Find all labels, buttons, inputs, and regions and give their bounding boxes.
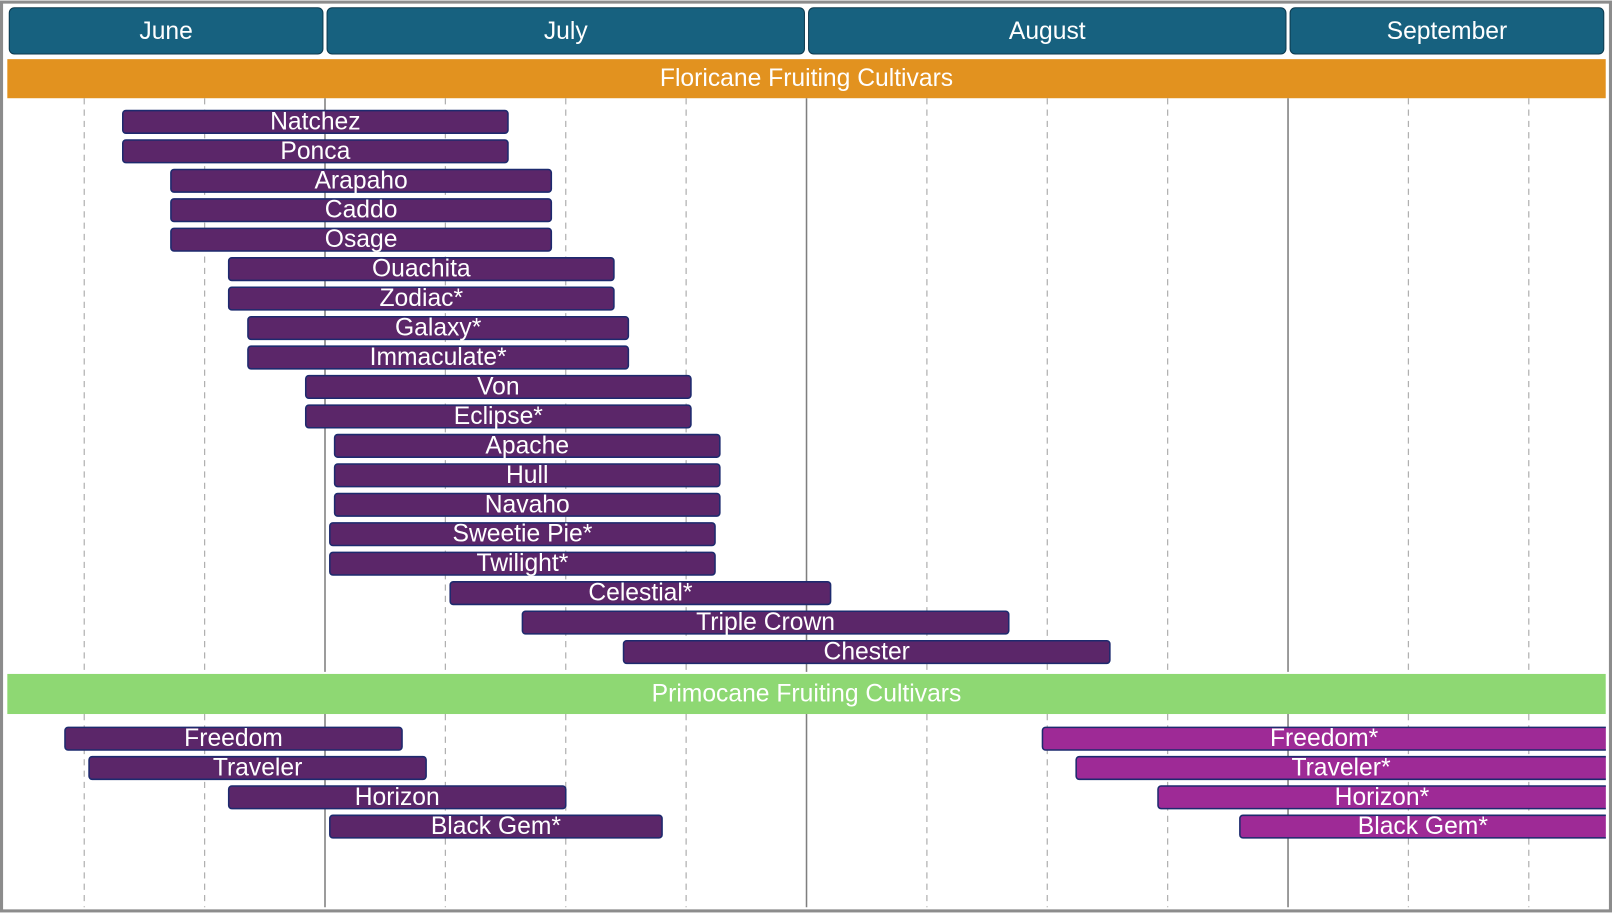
bar-label: Black Gem* xyxy=(431,813,562,840)
bar xyxy=(1157,785,1606,810)
bar-label: Galaxy* xyxy=(395,315,482,342)
section-band xyxy=(7,673,1606,715)
bar-label: Osage xyxy=(325,226,398,253)
bar-label: Freedom xyxy=(184,725,283,752)
bar xyxy=(1075,755,1606,781)
bar-label: Triple Crown xyxy=(696,609,835,636)
bar xyxy=(329,814,663,839)
bar-label: Navaho xyxy=(485,491,570,518)
bar-label: Von xyxy=(477,373,520,400)
month-header xyxy=(1289,7,1605,55)
plot-area: June July August September Floricane Fruitin… xyxy=(7,7,1606,908)
bar xyxy=(64,726,403,751)
bar-label: Horizon* xyxy=(1335,784,1430,811)
bar xyxy=(329,522,716,547)
bar xyxy=(121,139,509,164)
bar-label: Traveler xyxy=(213,755,303,782)
month-header xyxy=(326,7,805,55)
bar xyxy=(88,755,427,781)
bar xyxy=(1041,726,1606,751)
bar xyxy=(521,610,1010,635)
bar xyxy=(227,785,567,810)
bar xyxy=(333,492,721,517)
section-title: Floricane Fruiting Cultivars xyxy=(660,65,953,92)
bar-label: Immaculate* xyxy=(370,344,507,371)
bar xyxy=(121,109,509,134)
bar-label: Apache xyxy=(485,432,569,459)
month-header xyxy=(8,7,324,55)
month-label: August xyxy=(1009,18,1086,45)
bar xyxy=(329,551,716,576)
bar-label: Twilight* xyxy=(477,550,569,577)
section-title: Primocane Fruiting Cultivars xyxy=(652,680,962,707)
bar-label: Ouachita xyxy=(372,256,471,283)
month-label: July xyxy=(544,18,589,45)
bar-label: Natchez xyxy=(270,108,360,135)
bar-label: Hull xyxy=(506,462,548,489)
bar xyxy=(247,315,630,341)
bar xyxy=(170,198,553,223)
month-label: September xyxy=(1387,18,1508,45)
bar xyxy=(170,227,553,252)
bar xyxy=(247,345,630,370)
bar-label: Sweetie Pie* xyxy=(453,521,593,548)
bar-label: Celestial* xyxy=(588,580,693,607)
bar xyxy=(449,581,832,606)
month-header xyxy=(808,7,1287,55)
bar xyxy=(333,463,721,488)
bar-label: Arapaho xyxy=(314,167,407,194)
bar-label: Chester xyxy=(824,639,910,666)
bar xyxy=(170,168,553,193)
bar-label: Ponca xyxy=(280,138,350,165)
bar-label: Caddo xyxy=(325,197,398,224)
bar-label: Traveler* xyxy=(1291,755,1391,782)
month-label: June xyxy=(139,18,192,45)
bar-label: Black Gem* xyxy=(1358,813,1489,840)
bar xyxy=(227,257,615,282)
bar xyxy=(333,433,721,458)
bar xyxy=(227,286,615,311)
bar-label: Horizon xyxy=(355,784,440,811)
bar xyxy=(304,404,692,429)
bar-label: Freedom* xyxy=(1270,725,1379,752)
bar xyxy=(1239,814,1606,839)
bar-label: Eclipse* xyxy=(454,403,543,430)
section-band xyxy=(7,59,1606,99)
bar-label: Zodiac* xyxy=(379,285,463,312)
bar xyxy=(304,374,692,400)
bar xyxy=(622,639,1111,665)
